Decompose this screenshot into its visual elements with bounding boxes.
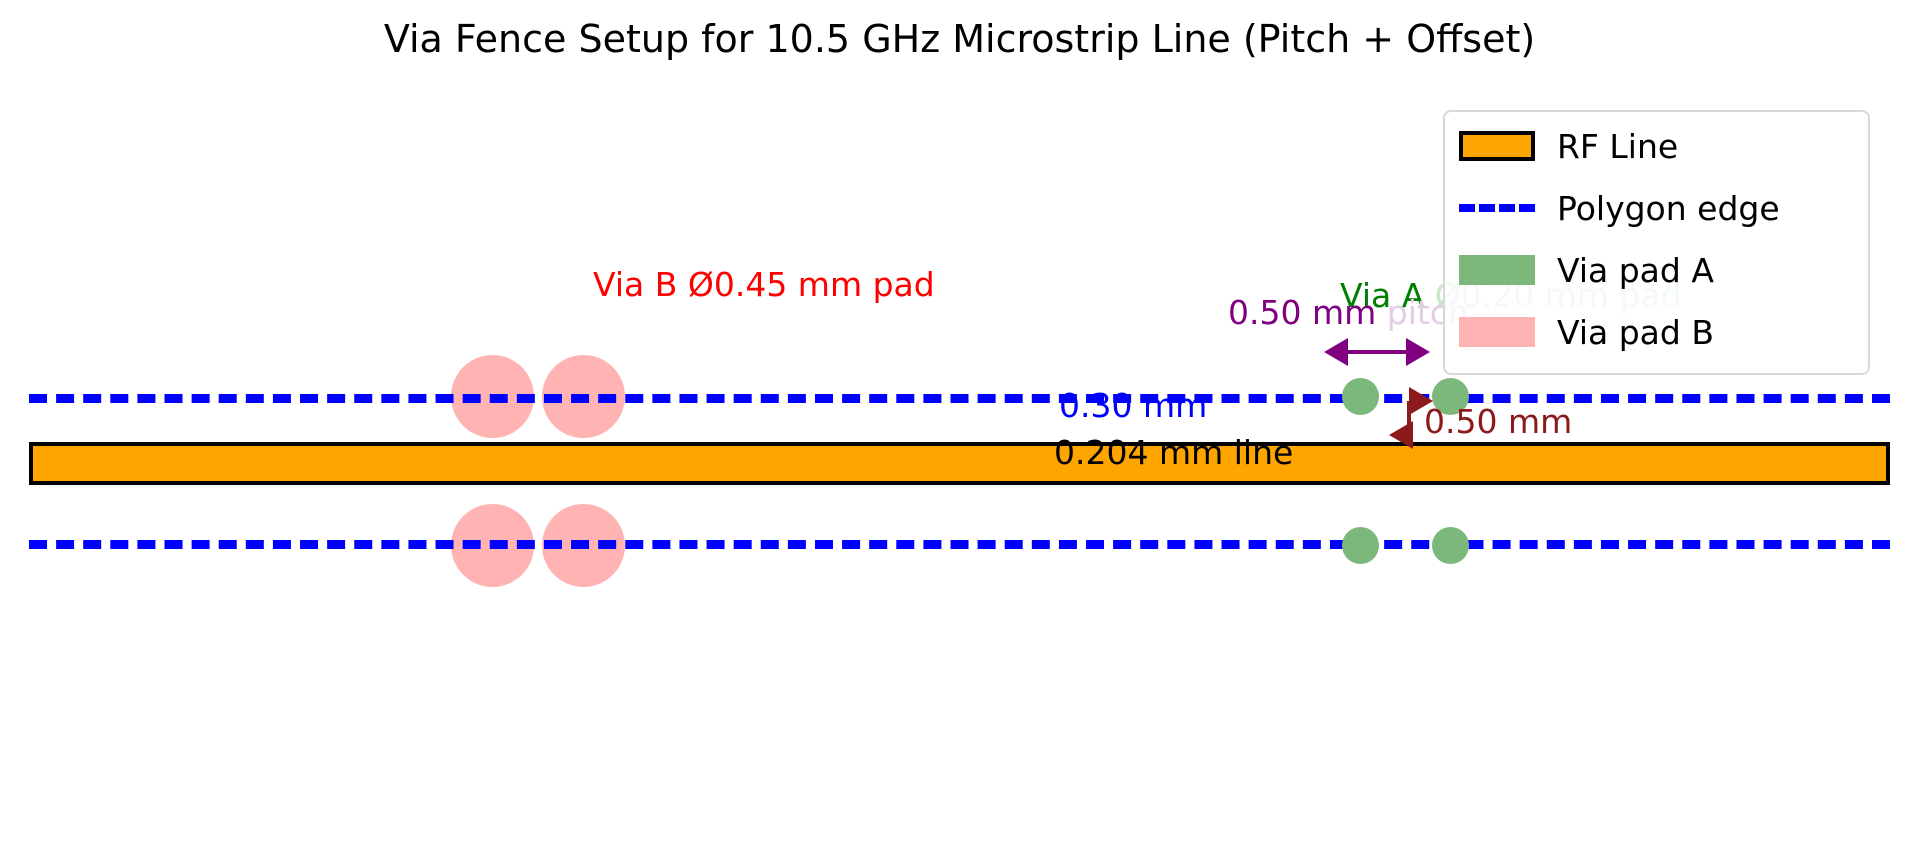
label-pitch: 0.50 mm pitch [1228, 293, 1469, 332]
polygon-edge-swatch-icon [1459, 204, 1535, 212]
label-pitch-visible-text: 0.50 mm [1228, 293, 1387, 332]
label-line-width: 0.204 mm line [1054, 433, 1294, 472]
via-pad-a [1342, 527, 1379, 564]
rf-line-trace [29, 442, 1890, 485]
label-via-b-pad: Via B Ø0.45 mm pad [593, 265, 935, 304]
label-offset: 0.50 mm [1424, 402, 1573, 441]
via-pad-a [1432, 378, 1469, 415]
legend-item-rf-line: RF Line [1459, 120, 1678, 172]
legend-label-rf-line: RF Line [1557, 126, 1679, 166]
polygon-edge-top [29, 394, 1890, 403]
label-clearance: 0.30 mm [1059, 386, 1208, 425]
legend-label-via-pad-b: Via pad B [1557, 312, 1714, 352]
legend-item-via-pad-a: Via pad A [1459, 244, 1714, 296]
legend-label-polygon-edge: Polygon edge [1557, 188, 1780, 228]
legend-item-polygon-edge: Polygon edge [1459, 182, 1780, 234]
legend-label-via-pad-a: Via pad A [1557, 250, 1714, 290]
page-title: Via Fence Setup for 10.5 GHz Microstrip … [383, 17, 1536, 61]
polygon-edge-bottom [29, 540, 1890, 549]
via-pad-a [1342, 378, 1379, 415]
rf-line-swatch-icon [1459, 131, 1535, 161]
offset-arrow [1389, 387, 1433, 449]
legend: RF Line Polygon edge Via pad A Via pad B [1443, 110, 1870, 375]
legend-item-via-pad-b: Via pad B [1459, 306, 1714, 358]
via-pad-a-swatch-icon [1459, 255, 1535, 285]
label-via-a-visible-text: Via A [1340, 276, 1425, 315]
via-pad-b-swatch-icon [1459, 317, 1535, 347]
via-pad-a [1432, 527, 1469, 564]
pitch-arrow [1324, 338, 1430, 366]
